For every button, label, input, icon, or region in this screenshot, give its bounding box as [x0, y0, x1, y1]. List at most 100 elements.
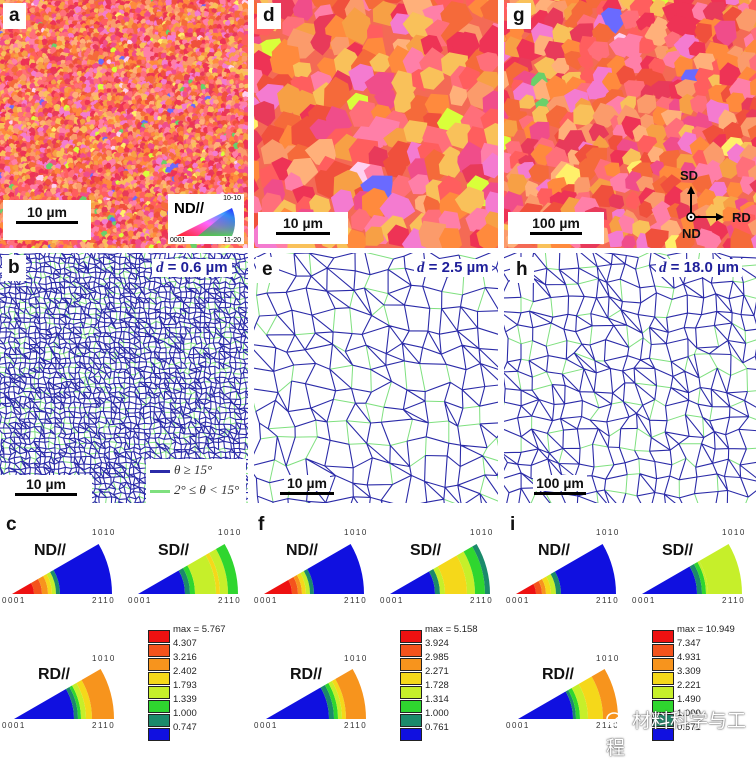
- boundary-map-e: e d = 2.5 µm 10 µm: [254, 253, 498, 503]
- legend-swatch: [652, 658, 674, 671]
- scale-bar: 10 µm: [0, 475, 92, 503]
- d-value: = 0.6 µm: [168, 259, 228, 276]
- legend-swatch: [148, 672, 170, 685]
- legend-swatch: [400, 672, 422, 685]
- tick-right: 2110: [596, 596, 619, 605]
- panel-label: h: [510, 257, 534, 283]
- tick-top: 1010: [218, 528, 242, 537]
- legend-swatch: [400, 686, 422, 699]
- d-symbol: d: [417, 260, 425, 276]
- legend-max-value: max = 5.767: [173, 624, 226, 635]
- tick-origin: 0001: [506, 596, 530, 605]
- legend-level-value: 0.761: [425, 722, 449, 733]
- grain: [197, 245, 202, 248]
- d-value: = 2.5 µm: [429, 259, 489, 276]
- wechat-icon: [606, 711, 628, 729]
- ipf-map-a: a 10 µm ND// 10-10 0001 11-20: [0, 0, 248, 248]
- tick-origin: 0001: [380, 596, 404, 605]
- legend-level-value: 1.793: [173, 680, 197, 691]
- nd-pole-figure-title: ND//: [286, 542, 318, 560]
- tick-right: 2110: [344, 596, 367, 605]
- grain-orientation-map: [254, 0, 498, 248]
- sd-pole-figure-title: SD//: [410, 542, 441, 560]
- tick-origin: 0001: [2, 721, 26, 730]
- legend-level-value: 1.490: [677, 694, 701, 705]
- legend-swatch: [400, 630, 422, 643]
- legend-max-value: max = 10.949: [677, 624, 735, 635]
- high-angle-label: θ ≥ 15°: [174, 462, 212, 478]
- tick-origin: 0001: [254, 721, 278, 730]
- tick-top: 1010: [596, 654, 620, 663]
- legend-swatch: [652, 630, 674, 643]
- legend-level-value: 1.000: [173, 708, 197, 719]
- ipf-map-g: g 100 µm SD RD ND: [504, 0, 756, 248]
- rd-contour-band: [266, 688, 329, 720]
- panel-label: c: [0, 512, 23, 538]
- d-symbol: d: [659, 260, 667, 276]
- low-angle-swatch: [150, 490, 170, 493]
- legend-swatch: [148, 700, 170, 713]
- d-value: = 18.0 µm: [671, 259, 739, 276]
- rd-pole-figure-title: RD//: [38, 666, 70, 684]
- legend-level-value: 3.924: [425, 638, 449, 649]
- grain-size-label: d = 0.6 µm: [152, 259, 232, 277]
- sd-contour-band: [138, 571, 185, 595]
- nd-pole-figure-title: ND//: [34, 542, 66, 560]
- legend-level-value: 2.985: [425, 652, 449, 663]
- panel-label: a: [3, 3, 26, 29]
- legend-swatch: [400, 700, 422, 713]
- legend-swatch: [148, 630, 170, 643]
- tick-top: 1010: [92, 654, 116, 663]
- tick-top: 1010: [596, 528, 620, 537]
- legend-swatch: [400, 644, 422, 657]
- scale-bar-line: [15, 493, 77, 496]
- high-angle-swatch: [150, 470, 170, 473]
- scale-bar-line: [280, 492, 334, 495]
- panel-label: b: [2, 255, 26, 281]
- boundary-map-h: h d = 18.0 µm 100 µm: [504, 253, 756, 503]
- grain-boundary-network: [254, 253, 498, 503]
- legend-swatch: [148, 644, 170, 657]
- legend-swatch: [400, 714, 422, 727]
- axes-arrows-icon: [504, 0, 756, 248]
- legend-swatch: [652, 686, 674, 699]
- rd-pole-figure-title: RD//: [542, 666, 574, 684]
- tick-right: 2110: [218, 596, 241, 605]
- legend-level-value: 4.307: [173, 638, 197, 649]
- tick-top: 1010: [722, 528, 746, 537]
- ipf-key-corner-top: 10-10: [223, 195, 241, 202]
- legend-level-value: 2.271: [425, 666, 449, 677]
- nd-contour-band: [516, 584, 536, 594]
- tick-origin: 0001: [254, 596, 278, 605]
- legend-swatch: [652, 644, 674, 657]
- tick-right: 2110: [344, 721, 367, 730]
- legend-swatch: [148, 728, 170, 741]
- nd-pole-figure-title: ND//: [538, 542, 570, 560]
- legend-level-value: 0.747: [173, 722, 197, 733]
- tick-right: 2110: [92, 721, 115, 730]
- legend-swatch: [148, 714, 170, 727]
- grain-size-label: d = 2.5 µm: [414, 259, 492, 277]
- tick-right: 2110: [722, 596, 745, 605]
- scale-bar-text: 10 µm: [0, 475, 92, 492]
- nd-contour-band: [12, 583, 34, 594]
- scale-bar-line: [16, 221, 78, 224]
- panel-label: d: [257, 3, 281, 29]
- legend-level-value: 2.221: [677, 680, 701, 691]
- legend-level-value: 3.216: [173, 652, 197, 663]
- scale-bar: 10 µm: [272, 475, 342, 501]
- legend-level-value: 7.347: [677, 638, 701, 649]
- ipf-color-key: ND// 10-10 0001 11-20: [168, 194, 244, 244]
- legend-level-value: 1.000: [425, 708, 449, 719]
- scale-bar-text: 100 µm: [533, 475, 587, 491]
- boundary-map-b: b d = 0.6 µm 10 µm θ ≥ 15° 2° ≤ θ < 15°: [0, 253, 248, 503]
- scale-bar-text: 10 µm: [3, 200, 91, 220]
- legend-swatch: [652, 672, 674, 685]
- grain-size-label: d = 18.0 µm: [656, 259, 742, 277]
- legend-level-value: 1.339: [173, 694, 197, 705]
- legend-level-value: 3.309: [677, 666, 701, 677]
- tick-origin: 0001: [2, 596, 26, 605]
- scale-bar: 100 µm: [524, 475, 596, 501]
